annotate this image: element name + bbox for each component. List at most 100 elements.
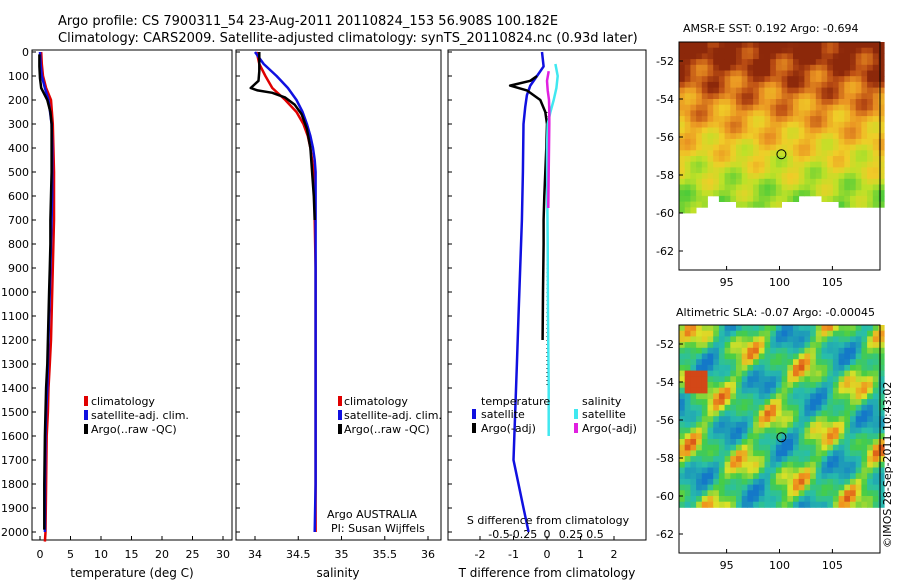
sst-cell — [747, 99, 754, 106]
sst-cell — [850, 190, 857, 197]
sst-cell — [832, 59, 839, 66]
sst-cell — [696, 127, 703, 134]
sla-cell — [787, 325, 794, 332]
sst-cell — [707, 184, 714, 191]
sst-cell — [878, 201, 885, 208]
sst-cell — [730, 127, 737, 134]
sla-cell — [793, 478, 800, 485]
sst-cell — [872, 150, 879, 157]
sst-cell — [861, 121, 868, 128]
sla-cell — [872, 439, 879, 446]
salinity-x-ticks: 34 34.5 35 35.5 36 — [248, 536, 435, 561]
sst-cell — [867, 144, 874, 151]
sst-cell — [798, 42, 805, 49]
sla-cell — [684, 359, 691, 366]
sst-cell — [696, 184, 703, 191]
sst-cell — [838, 99, 845, 106]
sst-cell — [827, 150, 834, 157]
sla-cell — [707, 376, 714, 383]
sst-cell — [679, 81, 686, 88]
sla-cell — [696, 325, 703, 332]
sst-cell — [707, 42, 714, 49]
sst-cell — [793, 53, 800, 60]
sst-cell — [781, 127, 788, 134]
sla-cell — [815, 364, 822, 371]
sst-cell — [832, 167, 839, 174]
sla-cell — [690, 387, 697, 394]
sla-cell — [793, 370, 800, 377]
sla-cell — [730, 461, 737, 468]
sla-cell — [815, 456, 822, 463]
legend-swatch-s-satellite — [574, 409, 578, 419]
sla-cell — [793, 364, 800, 371]
sst-cell — [815, 76, 822, 83]
sst-cell — [747, 127, 754, 134]
sst-cell — [764, 150, 771, 157]
sla-cell — [855, 496, 862, 503]
sst-cell — [690, 127, 697, 134]
sst-cell — [821, 104, 828, 111]
sla-cell — [753, 490, 760, 497]
sst-cell — [753, 93, 760, 100]
sst-cell — [724, 87, 731, 94]
sla-cell — [781, 490, 788, 497]
sst-cell — [690, 93, 697, 100]
sst-cell — [736, 93, 743, 100]
sla-cell — [832, 387, 839, 394]
sst-cell — [701, 81, 708, 88]
sla-cell — [696, 336, 703, 343]
sst-cell — [724, 173, 731, 180]
sla-cell — [810, 433, 817, 440]
sla-cell — [878, 490, 885, 497]
sst-cell — [764, 81, 771, 88]
sla-cell — [764, 433, 771, 440]
legend-swatch-s-argo — [574, 423, 578, 433]
sst-cell — [684, 173, 691, 180]
sst-cell — [713, 178, 720, 185]
sla-cell — [810, 439, 817, 446]
sst-cell — [741, 59, 748, 66]
sla-cell — [787, 444, 794, 451]
sla-cell — [690, 456, 697, 463]
y-tick-label: 200 — [8, 94, 29, 107]
sst-cell — [770, 167, 777, 174]
sst-cell — [753, 133, 760, 140]
sst-cell — [810, 42, 817, 49]
sla-cell — [701, 342, 708, 349]
sla-cell — [696, 461, 703, 468]
sla-cell — [878, 330, 885, 337]
sla-cell — [815, 404, 822, 411]
sst-cell — [787, 116, 794, 123]
temperature-lines — [38, 51, 56, 542]
sla-cell — [793, 347, 800, 354]
x-tick-label: -0.5 — [488, 528, 509, 541]
sst-cell — [718, 156, 725, 163]
sst-cell — [724, 121, 731, 128]
sst-cell — [861, 127, 868, 134]
sla-cell — [775, 467, 782, 474]
sla-cell — [810, 467, 817, 474]
sst-cell — [679, 93, 686, 100]
sla-cell — [793, 382, 800, 389]
sla-cell — [736, 439, 743, 446]
sla-cell — [804, 467, 811, 474]
temperature-xlabel: temperature (deg C) — [70, 566, 193, 580]
sla-cell — [730, 399, 737, 406]
x-tick-label: 35 — [335, 548, 349, 561]
sla-cell — [867, 353, 874, 360]
sla-cell — [679, 433, 686, 440]
sla-cell — [747, 399, 754, 406]
sst-cell — [844, 167, 851, 174]
sla-cell — [787, 359, 794, 366]
sla-cell — [690, 404, 697, 411]
sla-cell — [718, 501, 725, 508]
sla-cell — [878, 370, 885, 377]
sst-cell — [684, 47, 691, 54]
sst-cell — [855, 161, 862, 168]
sst-cell — [838, 76, 845, 83]
sla-cell — [781, 387, 788, 394]
sla-cell — [758, 433, 765, 440]
sst-cell — [815, 184, 822, 191]
sst-cell — [753, 195, 760, 202]
